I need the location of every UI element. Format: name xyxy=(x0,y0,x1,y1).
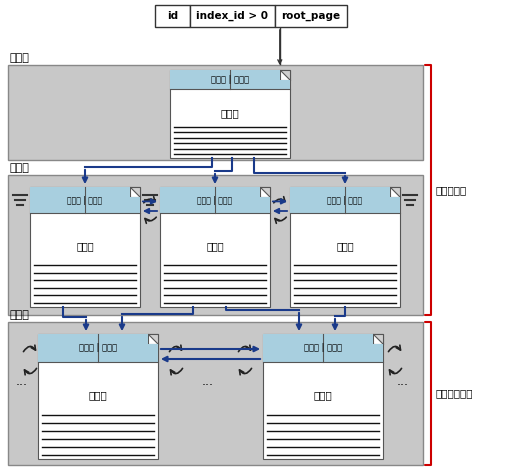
Bar xyxy=(155,5,190,27)
Text: 上一页 | 下一页: 上一页 | 下一页 xyxy=(198,196,233,205)
Text: 非聚集索引: 非聚集索引 xyxy=(435,185,466,195)
Bar xyxy=(290,187,400,307)
Text: 索引行: 索引行 xyxy=(206,241,224,251)
Text: 上一页 | 下一页: 上一页 | 下一页 xyxy=(79,343,117,352)
Text: index_id > 0: index_id > 0 xyxy=(197,11,269,21)
Text: 上一页 | 下一页: 上一页 | 下一页 xyxy=(328,196,363,205)
Text: 数据行: 数据行 xyxy=(88,391,107,400)
Text: ...: ... xyxy=(397,375,409,388)
Bar xyxy=(290,187,390,213)
Text: 索引行: 索引行 xyxy=(220,109,239,118)
Bar xyxy=(8,175,423,315)
Bar xyxy=(280,80,290,89)
Bar xyxy=(8,65,423,160)
Text: root_page: root_page xyxy=(281,11,340,21)
Polygon shape xyxy=(130,187,140,197)
Bar xyxy=(160,187,260,213)
Polygon shape xyxy=(280,70,290,80)
Bar xyxy=(373,344,383,361)
Text: 数据行: 数据行 xyxy=(313,391,332,400)
Bar xyxy=(260,197,270,213)
Bar xyxy=(148,344,158,361)
Bar xyxy=(130,197,140,213)
Text: 堆或聚集索引: 堆或聚集索引 xyxy=(435,389,472,399)
Text: 上一页 | 下一页: 上一页 | 下一页 xyxy=(211,75,249,84)
Polygon shape xyxy=(148,334,158,344)
Polygon shape xyxy=(260,187,270,197)
Bar xyxy=(170,70,290,158)
Bar xyxy=(275,5,347,27)
Bar xyxy=(30,187,130,213)
Bar xyxy=(263,334,383,459)
Bar xyxy=(8,322,423,465)
Bar xyxy=(263,334,373,361)
Bar xyxy=(38,334,148,361)
Text: 上一页 | 下一页: 上一页 | 下一页 xyxy=(304,343,342,352)
Bar xyxy=(38,334,158,459)
Polygon shape xyxy=(373,334,383,344)
Text: 叶节点: 叶节点 xyxy=(10,163,30,173)
Text: 数据页: 数据页 xyxy=(10,310,30,320)
Text: ...: ... xyxy=(202,375,214,388)
Text: ...: ... xyxy=(16,375,28,388)
Text: id: id xyxy=(167,11,178,21)
Polygon shape xyxy=(390,187,400,197)
Text: 索引行: 索引行 xyxy=(76,241,94,251)
Text: 索引行: 索引行 xyxy=(336,241,354,251)
Bar xyxy=(390,197,400,213)
Bar xyxy=(160,187,270,307)
Bar xyxy=(30,187,140,307)
Text: 根节点: 根节点 xyxy=(10,53,30,63)
Bar xyxy=(170,70,280,89)
Bar xyxy=(190,5,275,27)
Text: 上一页 | 下一页: 上一页 | 下一页 xyxy=(68,196,103,205)
